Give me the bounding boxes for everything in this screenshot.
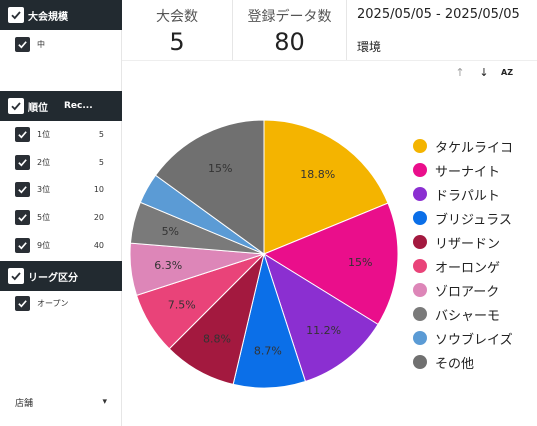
- legend-label: サーナイト: [435, 164, 501, 180]
- legend-swatch: [413, 259, 427, 273]
- legend-item[interactable]: サーナイト: [413, 158, 513, 182]
- filter-option-label: オープン: [37, 298, 69, 308]
- legend-label: ソウブレイズ: [435, 332, 513, 348]
- legend-label: リザードン: [435, 236, 501, 252]
- legend-label: ゾロアーク: [435, 284, 500, 300]
- check-all-icon[interactable]: [8, 98, 24, 114]
- legend-swatch: [413, 163, 427, 177]
- checkbox-checked-icon[interactable]: [15, 209, 30, 225]
- legend-item[interactable]: オーロンゲ: [413, 254, 513, 278]
- sort-alphabetical-icon[interactable]: AZ: [501, 67, 513, 77]
- legend-item[interactable]: タケルライコ: [413, 134, 513, 158]
- filter-header-league[interactable]: リーグ区分: [0, 261, 122, 291]
- sort-descending-icon[interactable]: ↓: [479, 65, 489, 79]
- legend-label: タケルライコ: [435, 140, 514, 156]
- legend-swatch: [413, 211, 427, 225]
- filter-option-label: 中: [37, 39, 45, 49]
- date-range-picker[interactable]: 2025/05/05 - 2025/05/05: [357, 7, 520, 22]
- filter-option-rank-3[interactable]: 3位 10: [0, 177, 122, 201]
- filter-option-rank-1[interactable]: 1位 5: [0, 122, 122, 146]
- filter-option-label: 1位: [37, 129, 51, 139]
- checkbox-checked-icon[interactable]: [15, 126, 30, 142]
- legend-swatch: [413, 307, 427, 321]
- legend-item[interactable]: バシャーモ: [413, 302, 513, 326]
- legend-swatch: [413, 283, 427, 297]
- legend-item[interactable]: ドラパルト: [413, 182, 513, 206]
- filter-title: 順位: [28, 102, 48, 114]
- store-dropdown-label: 店舗: [15, 398, 34, 409]
- legend-label: オーロンゲ: [435, 260, 501, 276]
- checkbox-checked-icon[interactable]: [15, 181, 30, 197]
- scorecard-value-tournaments: 5: [169, 28, 185, 56]
- check-all-icon[interactable]: [8, 268, 24, 284]
- legend-swatch: [413, 235, 427, 249]
- checkbox-checked-icon[interactable]: [15, 36, 30, 52]
- filter-option-label: 9位: [37, 240, 51, 250]
- legend-swatch: [413, 187, 427, 201]
- filter-option-medium[interactable]: 中: [0, 32, 122, 56]
- scorecard-label-records: 登録データ数: [247, 9, 332, 25]
- filter-option-count: 10: [93, 184, 104, 194]
- legend-swatch: [413, 139, 427, 153]
- divider: [346, 0, 347, 60]
- sort-ascending-icon[interactable]: ↑: [455, 65, 465, 79]
- scorecard-label-tournaments: 大会数: [156, 9, 198, 25]
- checkbox-checked-icon[interactable]: [15, 295, 30, 311]
- legend-item[interactable]: リザードン: [413, 230, 513, 254]
- filter-option-count: 5: [98, 157, 104, 167]
- legend-item[interactable]: ゾロアーク: [413, 278, 513, 302]
- filter-option-label: 3位: [37, 184, 51, 194]
- filter-title: 大会規模: [28, 11, 68, 23]
- divider: [232, 0, 233, 60]
- legend-item[interactable]: ソウブレイズ: [413, 326, 513, 350]
- filter-option-rank-9[interactable]: 9位 40: [0, 233, 122, 257]
- legend-item[interactable]: ブリジュラス: [413, 206, 513, 230]
- checkbox-checked-icon[interactable]: [15, 154, 30, 170]
- pie-slice[interactable]: [262, 202, 399, 326]
- filter-option-count: 20: [93, 212, 104, 222]
- legend-swatch: [413, 355, 427, 369]
- divider: [122, 60, 537, 61]
- filter-option-label: 2位: [37, 157, 51, 167]
- check-all-icon[interactable]: [8, 7, 24, 23]
- filter-header-rank[interactable]: 順位 Rec...: [0, 91, 122, 121]
- filter-option-rank-2[interactable]: 2位 5: [0, 150, 122, 174]
- legend-swatch: [413, 331, 427, 345]
- chart-legend: タケルライコ サーナイトドラパルトブリジュラス リザードンオーロンゲゾロアークバシャ…: [413, 134, 513, 374]
- filter-column-header[interactable]: Rec...: [64, 101, 93, 111]
- filter-option-rank-5[interactable]: 5位 20: [0, 205, 122, 229]
- filter-option-count: 40: [93, 240, 104, 250]
- store-dropdown[interactable]: 店舗 ▾: [15, 394, 107, 410]
- filter-panel: 大会規模 中 順位 Rec... 1位 5 2位 5 3位 10 5位 20 9…: [0, 0, 122, 426]
- checkbox-checked-icon[interactable]: [15, 237, 30, 253]
- legend-label: その他: [435, 356, 475, 372]
- legend-label: バシャーモ: [435, 308, 501, 324]
- filter-option-open[interactable]: オープン: [0, 291, 122, 315]
- chevron-down-icon[interactable]: ▾: [102, 397, 107, 407]
- legend-label: ドラパルト: [435, 188, 500, 204]
- filter-option-label: 5位: [37, 212, 51, 222]
- scorecard-value-records: 80: [274, 28, 305, 56]
- pie-slice[interactable]: [154, 119, 265, 255]
- filter-option-count: 5: [98, 129, 104, 139]
- filter-header-tournament-scale[interactable]: 大会規模: [0, 0, 122, 30]
- environment-filter[interactable]: 環境: [357, 40, 382, 54]
- legend-item[interactable]: その他: [413, 350, 513, 374]
- legend-label: ブリジュラス: [435, 212, 512, 228]
- pie-slice[interactable]: [263, 119, 389, 255]
- filter-title: リーグ区分: [28, 272, 78, 284]
- pie-slice[interactable]: [263, 252, 379, 383]
